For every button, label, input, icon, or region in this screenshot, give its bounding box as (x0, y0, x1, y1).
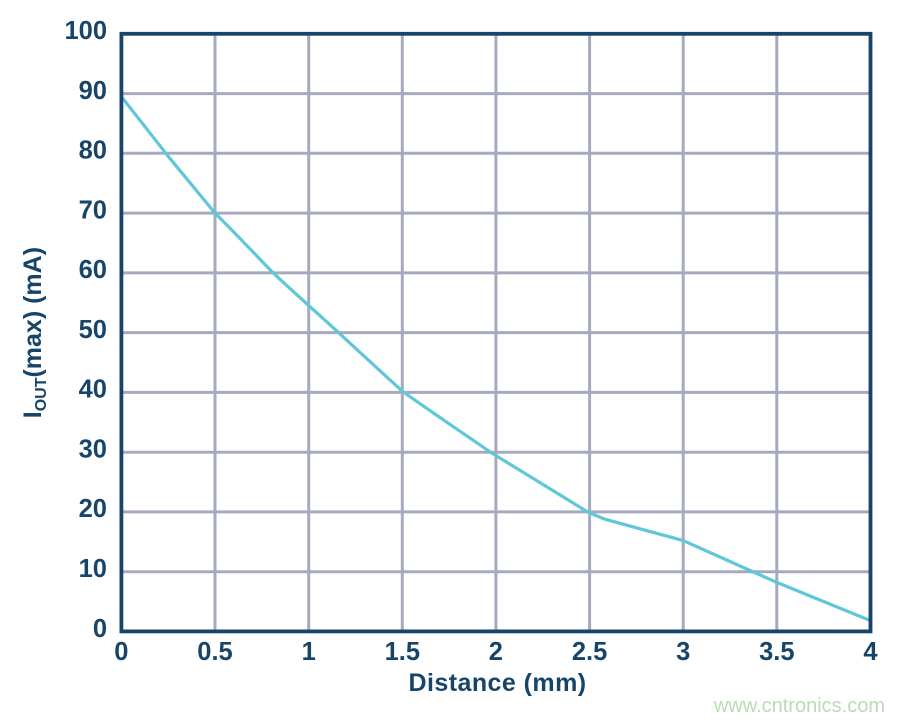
svg-text:0.5: 0.5 (197, 638, 232, 666)
svg-text:4: 4 (863, 638, 878, 666)
svg-text:40: 40 (79, 376, 107, 404)
svg-text:Distance (mm): Distance (mm) (408, 669, 586, 697)
svg-text:2.5: 2.5 (572, 638, 607, 666)
svg-text:1.5: 1.5 (385, 638, 420, 666)
svg-text:100: 100 (64, 17, 107, 45)
svg-text:3: 3 (676, 638, 690, 666)
svg-text:0: 0 (114, 638, 128, 666)
svg-text:50: 50 (79, 316, 107, 344)
svg-text:30: 30 (79, 436, 107, 464)
svg-text:10: 10 (79, 555, 107, 583)
svg-text:3.5: 3.5 (759, 638, 794, 666)
svg-text:60: 60 (79, 256, 107, 284)
svg-text:20: 20 (79, 495, 107, 523)
svg-text:IOUT(max) (mA): IOUT(max) (mA) (19, 247, 50, 418)
svg-text:www.cntronics.com: www.cntronics.com (713, 695, 885, 717)
svg-text:70: 70 (79, 196, 107, 224)
svg-text:90: 90 (79, 77, 107, 105)
svg-text:80: 80 (79, 137, 107, 165)
svg-text:2: 2 (489, 638, 503, 666)
svg-text:0: 0 (93, 615, 107, 643)
svg-text:1: 1 (302, 638, 316, 666)
